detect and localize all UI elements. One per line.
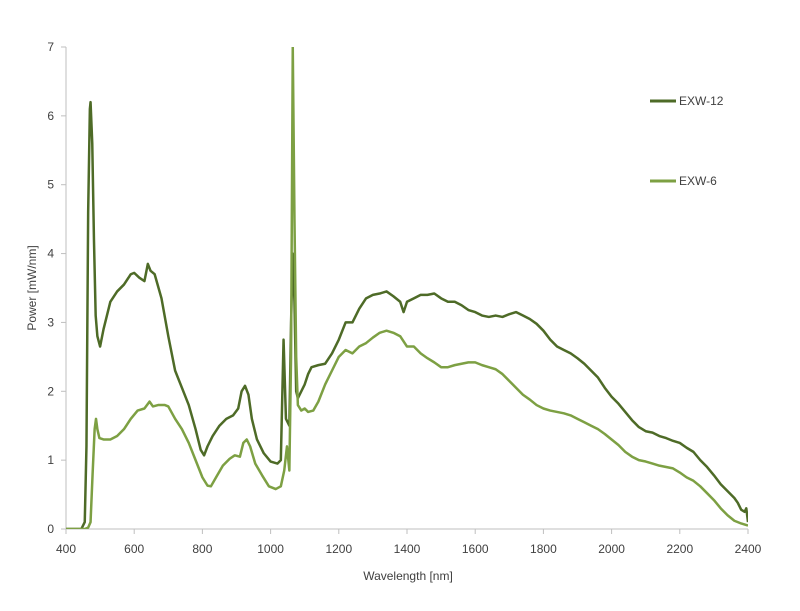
x-tick-label: 2200	[666, 542, 693, 556]
y-tick-label: 7	[47, 40, 54, 54]
legend-label: EXW-6	[679, 174, 717, 188]
x-tick-label: 600	[124, 542, 144, 556]
y-tick-label: 5	[47, 178, 54, 192]
y-tick-label: 1	[47, 453, 54, 467]
x-axis-title: Wavelength [nm]	[363, 569, 453, 583]
series-line-exw-12	[66, 100, 748, 529]
x-tick-label: 1800	[530, 542, 557, 556]
x-tick-label: 2000	[598, 542, 625, 556]
x-tick-label: 1400	[394, 542, 421, 556]
series-group	[66, 47, 748, 529]
legend: EXW-12 EXW-6	[650, 94, 724, 188]
y-tick-label: 3	[47, 315, 54, 329]
x-tick-label: 800	[192, 542, 212, 556]
legend-label: EXW-12	[679, 94, 724, 108]
y-tick-label: 6	[47, 109, 54, 123]
y-axis-ticks: 0 1 2 3 4 5 6 7	[47, 40, 66, 536]
x-axis-ticks: 400 600 800 1000 1200 1400 1600 1800 2000 2200 240…	[56, 529, 762, 556]
x-tick-label: 2400	[735, 542, 762, 556]
x-tick-label: 1200	[325, 542, 352, 556]
y-tick-label: 4	[47, 247, 54, 261]
x-tick-label: 1000	[257, 542, 284, 556]
y-axis-title: Power [mW/nm]	[25, 245, 39, 330]
series-line-exw-6	[66, 47, 748, 529]
x-tick-label: 1600	[462, 542, 489, 556]
y-tick-label: 2	[47, 384, 54, 398]
axes	[65, 47, 748, 530]
x-tick-label: 400	[56, 542, 76, 556]
y-tick-label: 0	[47, 522, 54, 536]
